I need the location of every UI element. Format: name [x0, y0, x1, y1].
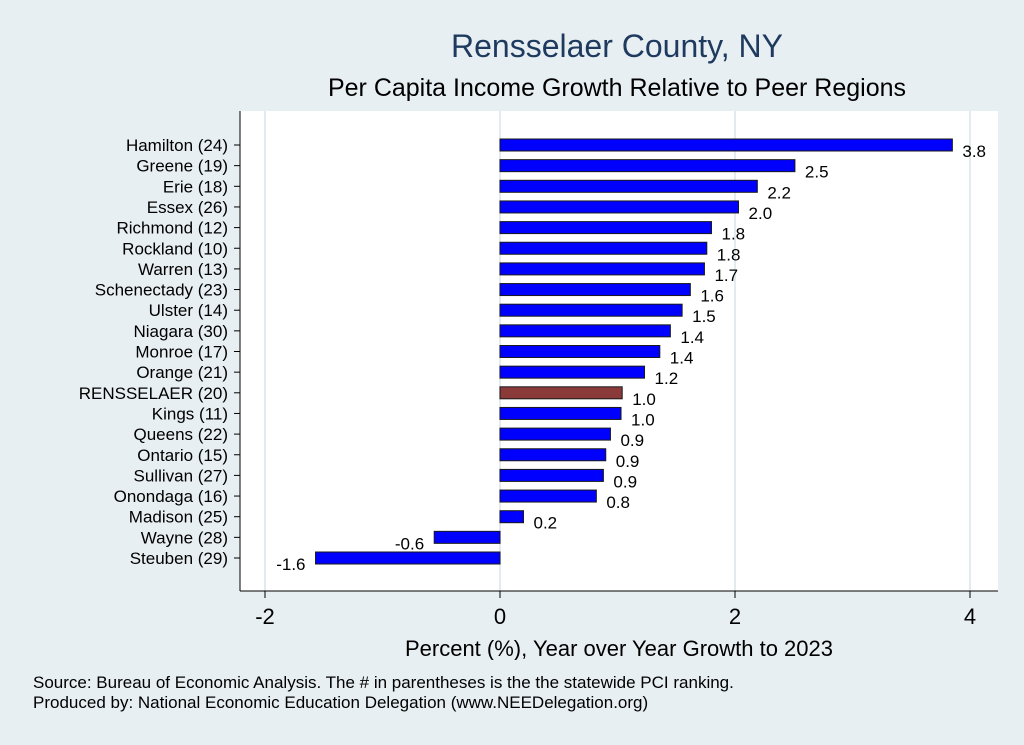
category-label: Erie (18) — [163, 177, 228, 196]
bar — [499, 262, 705, 276]
value-label: 1.5 — [692, 307, 716, 326]
bar — [499, 386, 623, 400]
category-label: Essex (26) — [147, 198, 228, 217]
bar — [499, 179, 758, 193]
bar — [499, 159, 796, 173]
category-label: Onondaga (16) — [114, 487, 228, 506]
value-label: -1.6 — [276, 555, 305, 574]
bar — [433, 530, 501, 544]
bar — [499, 448, 607, 462]
x-tick-label: 4 — [964, 604, 976, 629]
value-label: 1.4 — [680, 328, 704, 347]
bar — [499, 303, 683, 317]
x-tick-label: 2 — [729, 604, 741, 629]
bar — [499, 510, 524, 524]
category-label: Queens (22) — [134, 425, 229, 444]
producer-note: Produced by: National Economic Education… — [33, 693, 649, 712]
value-label: 1.0 — [631, 410, 655, 429]
category-label: Greene (19) — [136, 157, 228, 176]
bar — [499, 406, 622, 420]
value-label: 0.8 — [606, 493, 630, 512]
category-label: Rockland (10) — [122, 239, 228, 258]
category-label: Niagara (30) — [134, 322, 229, 341]
bar — [499, 221, 712, 235]
value-label: 1.8 — [717, 245, 741, 264]
x-tick-label: 0 — [494, 604, 506, 629]
category-label: Richmond (12) — [117, 219, 229, 238]
category-label: Hamilton (24) — [126, 136, 228, 155]
bar — [499, 468, 604, 482]
value-label: 1.0 — [632, 390, 656, 409]
chart-subtitle: Per Capita Income Growth Relative to Pee… — [327, 74, 907, 102]
value-label: 1.8 — [722, 225, 746, 244]
value-label: 0.9 — [616, 452, 640, 471]
category-label: Steuben (29) — [130, 549, 228, 568]
category-label: Kings (11) — [152, 404, 228, 423]
bar — [315, 551, 501, 565]
x-axis-title: Percent (%), Year over Year Growth to 20… — [405, 636, 833, 660]
value-label: 1.2 — [655, 369, 679, 388]
category-label: Schenectady (23) — [95, 281, 228, 300]
category-label: Madison (25) — [129, 508, 228, 527]
value-label: -0.6 — [395, 534, 424, 553]
category-label: Warren (13) — [138, 260, 228, 279]
bar — [499, 200, 740, 214]
value-label: 2.0 — [749, 204, 773, 223]
bar-chart: Hamilton (24) 3.8 Greene (19) 2.5 Erie (18) 2… — [79, 111, 998, 660]
chart-title: Rensselaer County, NY — [451, 28, 783, 64]
value-label: 2.2 — [767, 183, 791, 202]
value-label: 0.9 — [620, 431, 644, 450]
bar — [499, 489, 597, 503]
bar — [499, 241, 708, 255]
category-label: Wayne (28) — [141, 528, 228, 547]
bar — [499, 345, 661, 358]
value-label: 1.6 — [700, 287, 724, 306]
category-label: Sullivan (27) — [134, 466, 229, 485]
value-label: 3.8 — [962, 142, 986, 161]
category-label: Monroe (17) — [135, 343, 228, 362]
value-label: 0.9 — [613, 472, 637, 491]
bar — [499, 365, 646, 379]
bar — [499, 427, 611, 441]
bar — [499, 138, 953, 152]
category-label: RENSSELAER (20) — [79, 384, 228, 403]
category-label: Orange (21) — [136, 363, 228, 382]
x-tick-label: -2 — [255, 604, 275, 629]
value-label: 1.7 — [714, 266, 738, 285]
category-label: Ontario (15) — [137, 446, 228, 465]
source-note: Source: Bureau of Economic Analysis. The… — [33, 673, 734, 692]
value-label: 1.4 — [670, 349, 694, 368]
bar — [499, 324, 671, 338]
value-label: 0.2 — [534, 514, 558, 533]
bar — [499, 283, 691, 297]
value-label: 2.5 — [805, 163, 829, 182]
category-label: Ulster (14) — [149, 301, 228, 320]
